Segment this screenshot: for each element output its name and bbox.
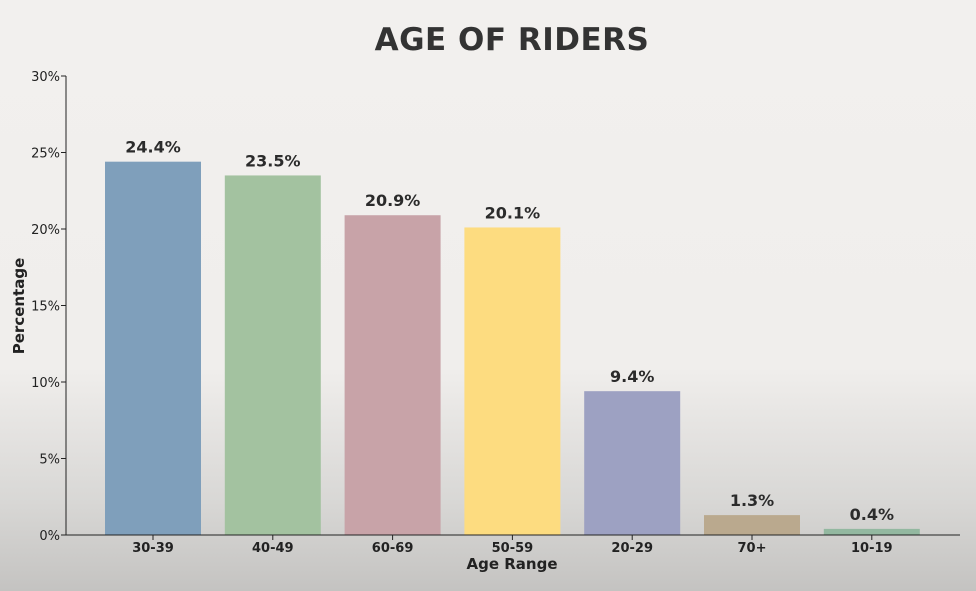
y-tick-label: 25% (31, 147, 60, 162)
bar (344, 215, 441, 536)
x-tick-label: 70+ (738, 541, 767, 556)
data-label: 20.9% (365, 191, 421, 210)
bar (224, 175, 321, 535)
bar (464, 227, 561, 535)
x-tick-label: 20-29 (611, 541, 653, 556)
data-label: 20.1% (485, 203, 541, 222)
bar (704, 515, 800, 535)
bar (105, 161, 201, 535)
y-tick-label: 30% (31, 70, 60, 85)
axes-layer: 0% 5% 10% 15% 20% 25% 30% 30-39 40-49 60-69 50-59 2… (31, 70, 960, 556)
bar (823, 528, 920, 535)
x-tick-label: 50-59 (492, 541, 534, 556)
x-tick-label: 10-19 (851, 541, 893, 556)
x-tick-label: 60-69 (372, 541, 414, 556)
y-tick-label: 15% (31, 300, 60, 315)
y-tick-label: 10% (31, 376, 60, 391)
y-tick-label: 20% (31, 223, 60, 238)
data-label: 0.4% (850, 505, 894, 524)
y-tick-label: 5% (39, 453, 60, 468)
bar (584, 391, 681, 535)
x-tick-label: 40-49 (252, 541, 294, 556)
chart-title: AGE OF RIDERS (374, 22, 650, 58)
data-label: 1.3% (730, 491, 774, 510)
data-label: 23.5% (245, 151, 301, 170)
y-tick-label: 0% (39, 529, 60, 544)
x-tick-label: 30-39 (132, 541, 174, 556)
x-axis-title: Age Range (466, 555, 557, 573)
bars-layer: 24.4% 23.5% 20.9% 20.1% 9.4% 1.3% 0.4% (105, 138, 920, 536)
data-label: 9.4% (610, 367, 654, 386)
data-label: 24.4% (125, 138, 181, 157)
y-axis-title: Percentage (10, 258, 28, 355)
